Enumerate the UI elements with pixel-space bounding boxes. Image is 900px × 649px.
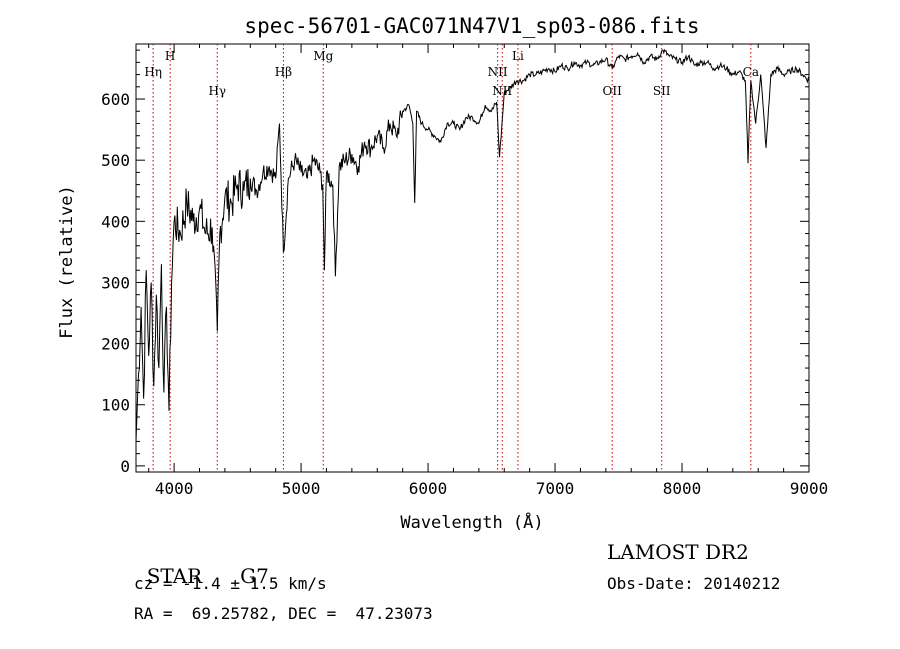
x-axis-label: Wavelength (Å) [400,511,543,533]
spectral-line-label: Li [512,49,524,63]
x-tick-label: 9000 [790,479,829,498]
spectral-line-label: Hγ [208,84,226,98]
flux-series [135,48,810,442]
y-tick-label: 600 [101,90,130,109]
spectral-line-label: OII [603,84,623,98]
flux-line [135,48,810,442]
y-tick-label: 400 [101,212,130,231]
x-tick-label: 7000 [536,479,575,498]
redshift-text: cz = -1.4 ± 1.5 km/s [134,574,327,593]
spectral-line-label: Hη [144,65,162,79]
spectral-subclass: G7 [240,564,269,588]
spectral-line-label: SII [653,84,671,98]
y-tick-label: 500 [101,151,130,170]
spectral-line-label: Hβ [275,65,292,79]
y-tick-label: 0 [120,457,130,476]
y-tick-label: 300 [101,273,130,292]
spectral-line-label: Mg [313,49,333,63]
plot-frame [135,43,810,473]
axis-ticks: 4000 5000 6000 7000 8000 9000 0 100 200 300 400 500… [101,44,828,498]
y-axis-label: Flux (relative) [57,185,77,339]
spectral-line-label: H [165,49,175,63]
survey-name: LAMOST DR2 [607,540,749,564]
chart-title: spec-56701-GAC071N47V1_sp03-086.fits [244,14,699,38]
observation-date: Obs-Date: 20140212 [607,574,781,593]
x-tick-label: 5000 [282,479,321,498]
coordinates-text: RA = 69.25782, DEC = 47.23073 [134,604,433,623]
x-tick-label: 4000 [155,479,194,498]
spectral-line-label: NII [492,84,512,98]
spectral-line-label: Ca [743,65,759,79]
x-tick-label: 6000 [409,479,448,498]
object-class: STAR [146,564,203,588]
spectral-line-label: NII [488,65,508,79]
y-tick-label: 100 [101,396,130,415]
y-tick-label: 200 [101,335,130,354]
x-tick-label: 8000 [663,479,702,498]
classification-block: STAR G7 [134,540,269,588]
spectral-line-markers: HηH Hγ Hβ Mg NII NII Li OII SII Ca [144,44,759,472]
